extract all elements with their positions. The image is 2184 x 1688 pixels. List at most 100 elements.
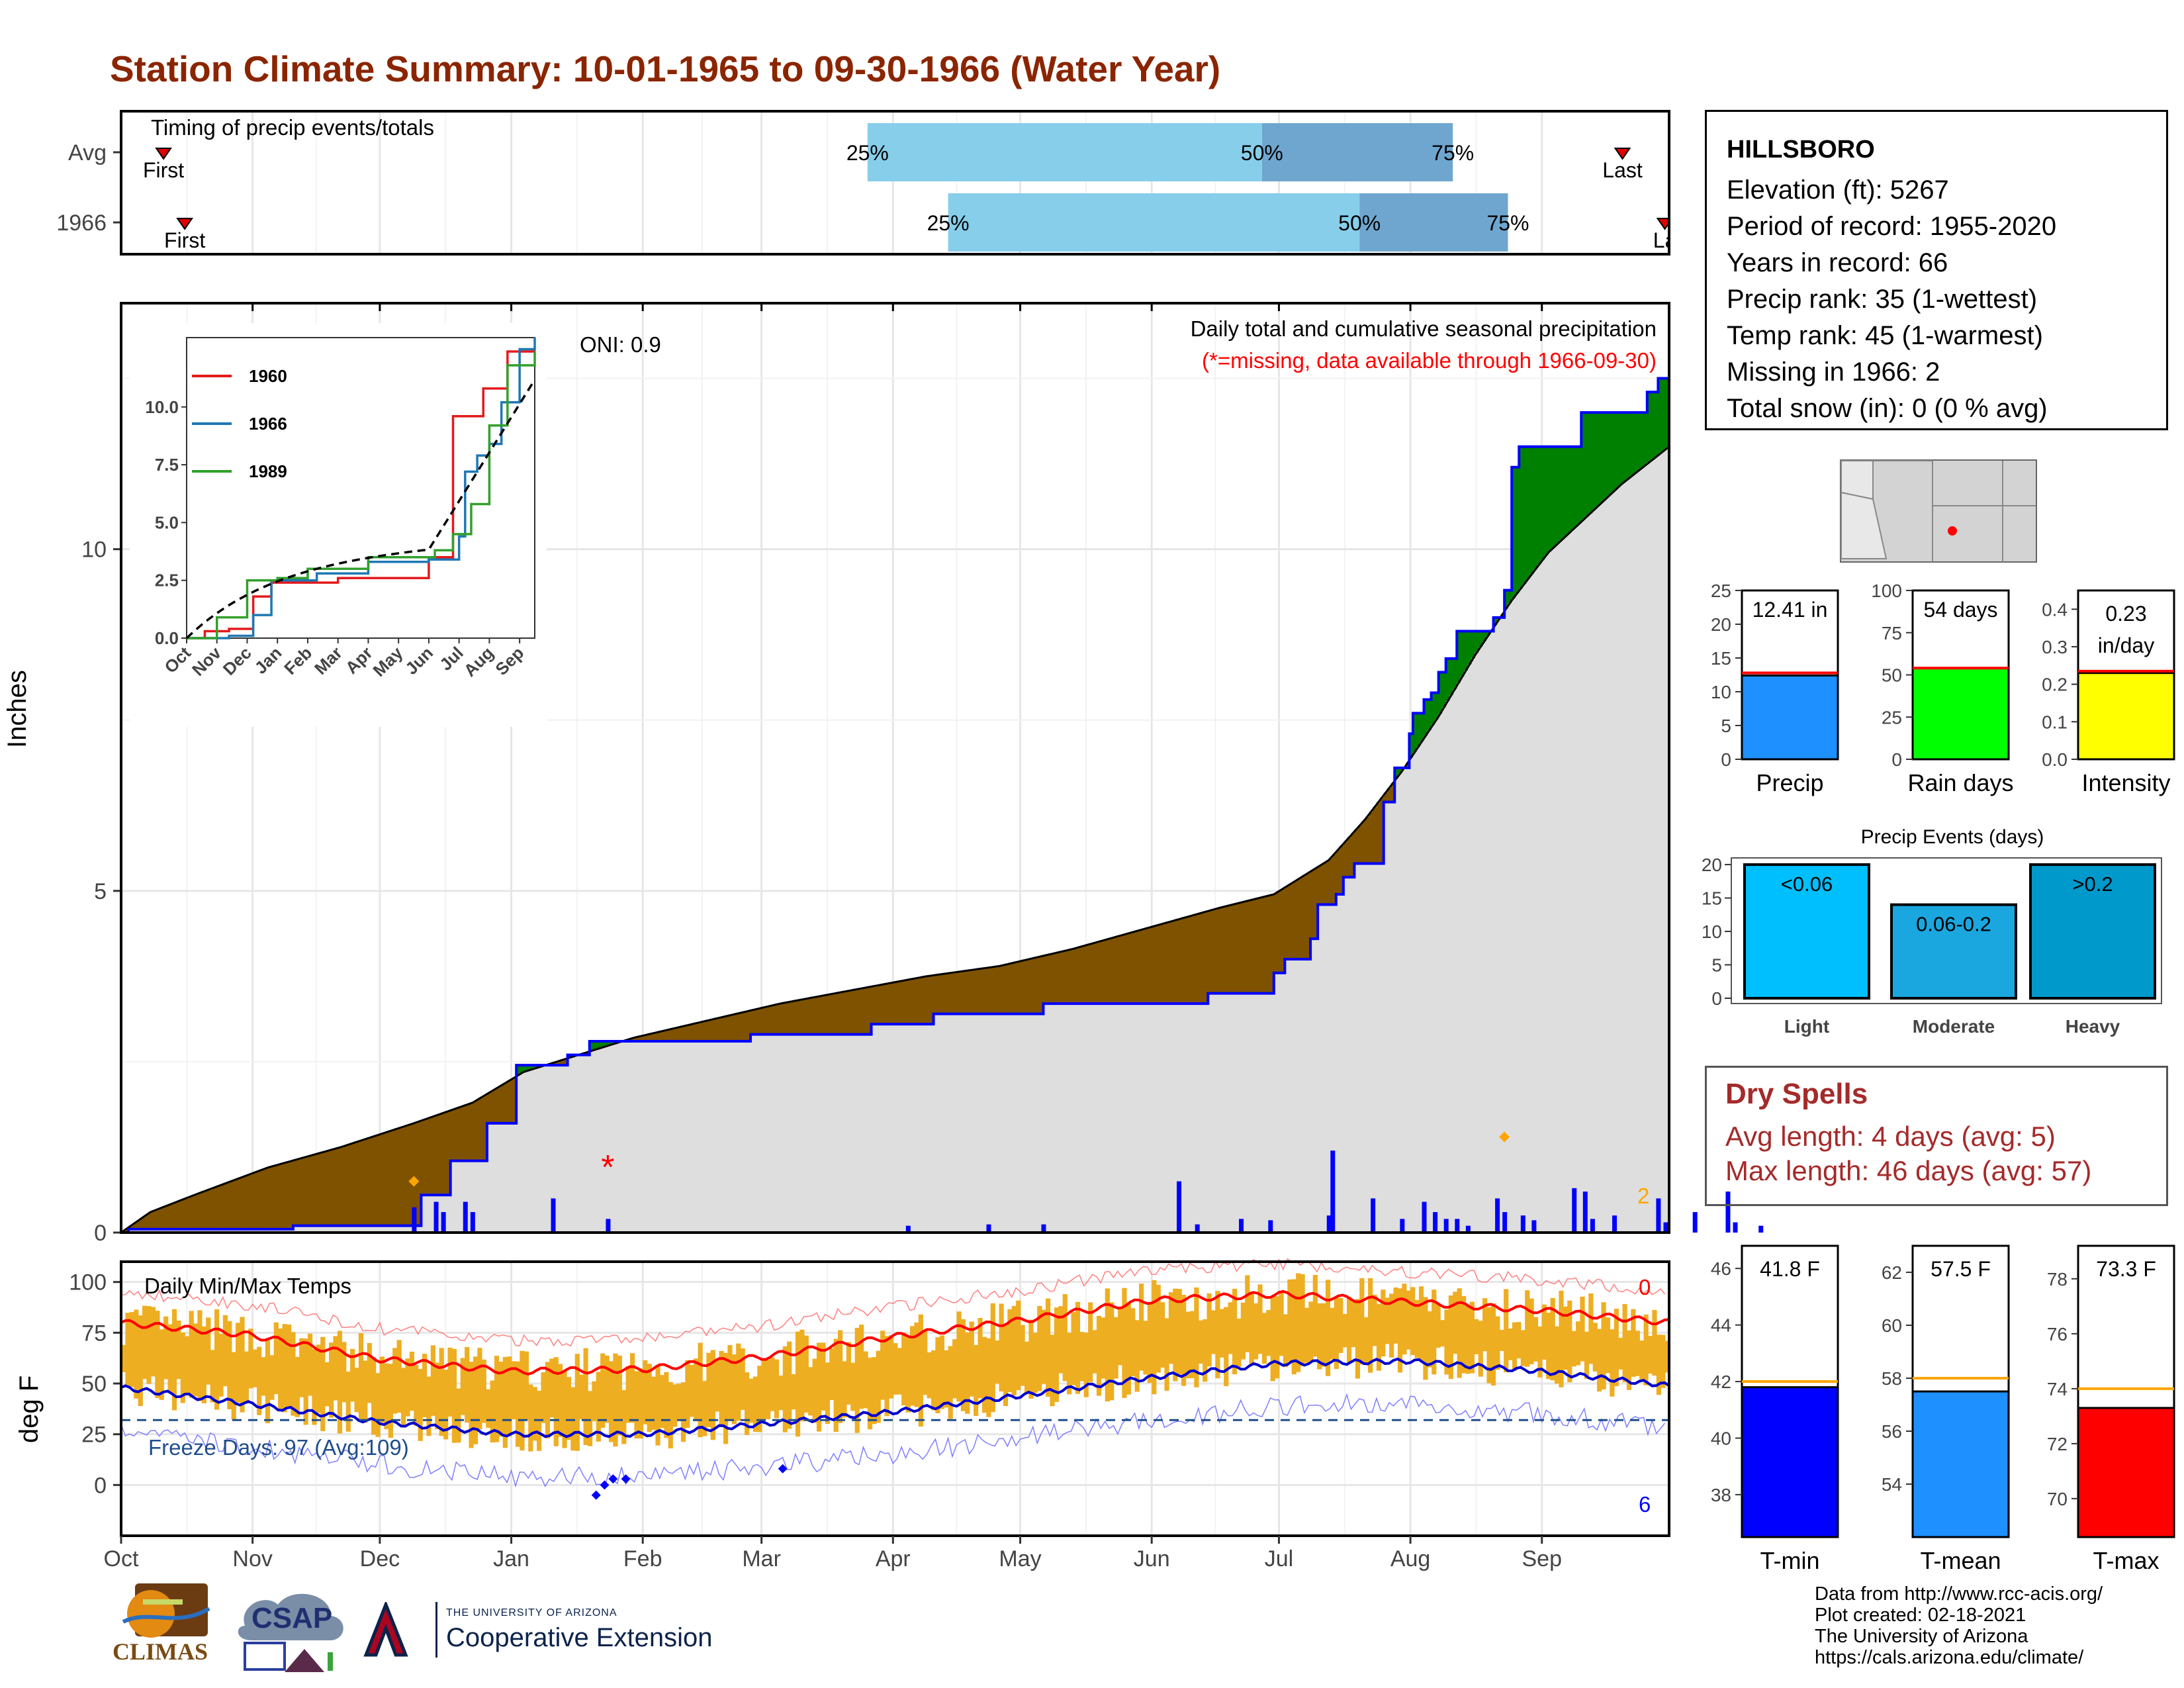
daily-temp-bar [757,1366,762,1432]
precip-ytick-label: 10 [81,538,107,563]
average-fill-slice [743,1041,748,1233]
average-fill-slice [787,1034,792,1233]
average-fill-slice [593,1049,598,1233]
daily-temp-bar [872,1357,877,1425]
daily-temp-bar [1559,1290,1564,1387]
anomaly-slice [801,999,806,1035]
average-fill-slice [1592,510,1597,1233]
average-fill-slice [304,1225,308,1233]
daily-temp-bar [625,1366,631,1423]
average-fill-slice [278,1229,283,1233]
average-fill-slice [1632,474,1637,1233]
average-fill-slice [955,1013,960,1233]
average-fill-slice [256,1229,261,1233]
daily-temp-bar [329,1342,334,1418]
anomaly-slice [1230,904,1234,994]
average-fill-slice [1383,802,1388,1233]
daily-temp-bar [694,1358,699,1422]
anomaly-slice [1453,658,1457,689]
anomaly-slice [351,1143,356,1226]
average-fill-slice [1244,993,1249,1233]
anomaly-slice [659,1031,663,1041]
average-fill-slice [1303,959,1308,1233]
daily-temp-bar [451,1348,457,1443]
average-fill-slice [1471,658,1476,1233]
anomaly-slice [1325,861,1330,905]
average-fill-slice [1665,447,1670,1233]
anomaly-slice [512,1077,517,1123]
anomaly-slice [1340,845,1344,894]
daily-temp-bar [1312,1275,1318,1357]
daily-temp-bar [1541,1304,1547,1360]
daily-temp-bar [1304,1307,1310,1363]
average-fill-slice [699,1041,704,1233]
daily-temp-bar [426,1376,432,1436]
average-fill-slice [1024,1013,1029,1233]
anomaly-slice [414,1122,418,1226]
daily-temp-bar [596,1372,601,1442]
anomaly-slice [208,1188,213,1229]
summary-tick-label: 76 [2047,1324,2068,1344]
average-fill-slice [586,1055,590,1233]
anomaly-slice [483,1095,488,1161]
average-fill-slice [995,1013,1000,1233]
daily-temp-bar [1372,1294,1377,1346]
average-fill-slice [710,1041,715,1233]
average-fill-slice [1028,1013,1033,1233]
anomaly-slice [900,980,905,1025]
average-fill-slice [1479,647,1483,1233]
anomaly-slice [937,974,942,1014]
anomaly-slice [1101,940,1107,1004]
average-fill-slice [260,1229,265,1233]
daily-precip-bar [1520,1215,1525,1233]
average-fill-slice [644,1041,649,1233]
anomaly-slice [1581,412,1586,520]
daily-temp-bar [1652,1309,1657,1376]
daily-temp-bar [1270,1296,1275,1382]
average-fill-slice [293,1225,298,1233]
daily-temp-bar [1465,1305,1471,1374]
daily-temp-bar [978,1317,983,1399]
anomaly-slice [388,1131,392,1226]
anomaly-slice [1179,918,1183,1004]
month-label: Nov [232,1546,272,1571]
average-fill-slice [1072,1004,1077,1233]
average-fill-slice [1610,492,1615,1233]
average-fill-slice [659,1041,663,1233]
month-label: Oct [104,1546,139,1571]
daily-precip-bar [1725,1192,1731,1233]
anomaly-slice [359,1141,363,1226]
daily-precip-bar [1590,1219,1595,1233]
average-fill-slice [1596,506,1600,1233]
daily-temp-bar [939,1335,944,1409]
anomaly-slice [662,1030,667,1041]
daily-temp-bar [409,1351,414,1411]
average-fill-slice [1193,1004,1198,1233]
average-fill-slice [567,1057,572,1233]
anomaly-slice [1617,412,1622,487]
average-fill-slice [754,1034,758,1233]
average-fill-slice [1043,1004,1048,1233]
anomaly-slice [904,980,909,1025]
anomaly-slice [1398,768,1402,774]
average-fill-slice [253,1229,257,1233]
daily-temp-bar [812,1358,817,1423]
daily-temp-bar [1058,1306,1064,1374]
anomaly-slice [1124,934,1128,1004]
csap-logo-text: CSAP [251,1602,333,1634]
ua-big-text: Cooperative Extension [446,1623,713,1652]
station-elevation: Elevation (ft): 5267 [1727,175,1949,205]
average-fill-slice [289,1229,294,1233]
average-fill-slice [1577,523,1582,1233]
anomaly-slice [1544,446,1549,555]
average-fill-slice [739,1041,744,1233]
precip-panel: *05100.02.55.07.510.0OctNovDecJanFebMarA… [81,302,1764,1246]
average-fill-slice [893,1024,897,1233]
anomaly-slice [494,1088,499,1123]
average-fill-slice [469,1160,473,1233]
station-name: HILLSBORO [1727,136,1875,164]
daily-temp-bar [1134,1320,1140,1392]
month-label: Jul [1265,1546,1293,1571]
anomaly-slice [1412,713,1418,753]
average-fill-slice [1529,574,1535,1233]
